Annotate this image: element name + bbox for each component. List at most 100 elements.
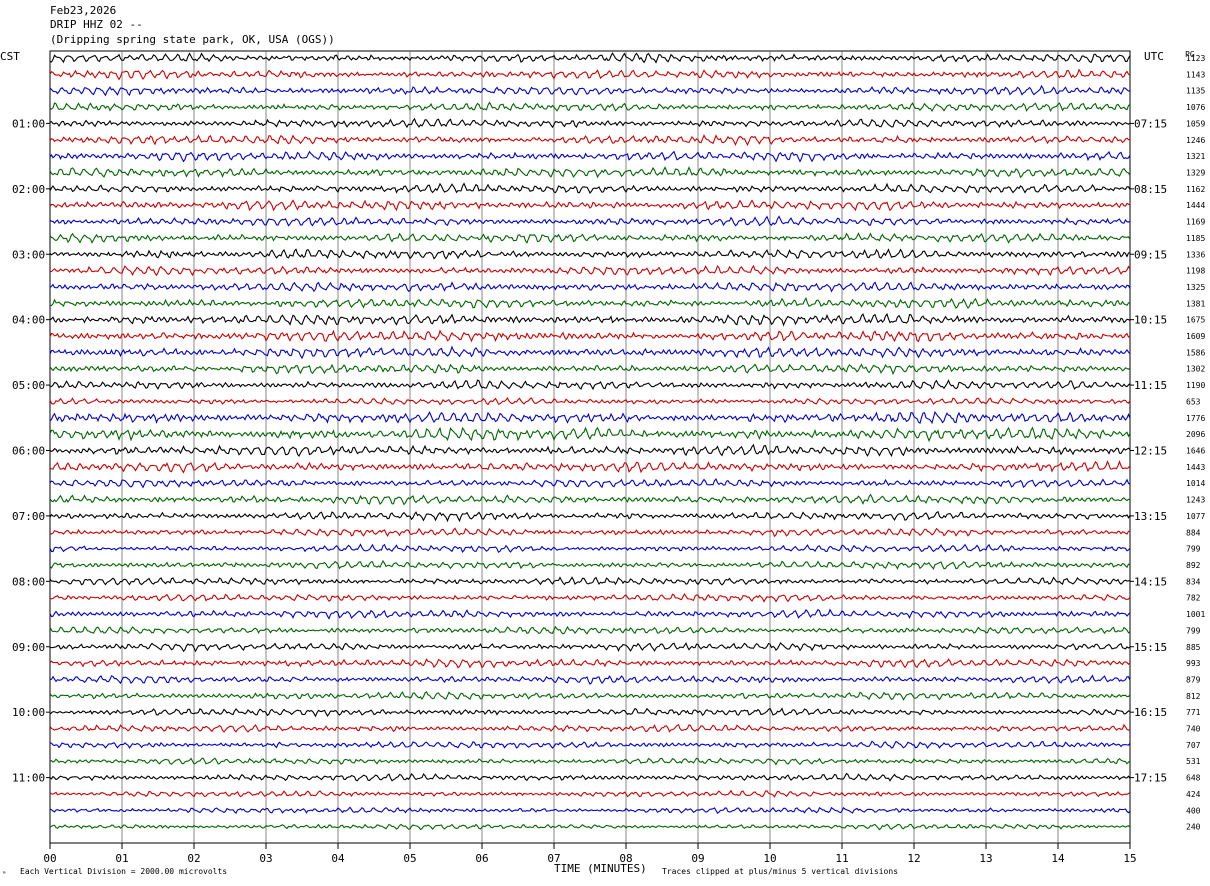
row-value-label: 1302 — [1186, 365, 1205, 374]
row-value-label: 1169 — [1186, 218, 1205, 227]
x-tick-label: 09 — [691, 852, 704, 865]
seismic-trace — [49, 84, 1131, 97]
utc-hour-label: 08:15 — [1134, 183, 1167, 196]
row-value-label: 707 — [1186, 741, 1201, 750]
row-value-label: 1077 — [1186, 512, 1205, 521]
row-value-label: 799 — [1186, 626, 1201, 635]
row-value-label: 1325 — [1186, 283, 1205, 292]
seismic-trace — [49, 608, 1131, 620]
row-value-label: 1609 — [1186, 332, 1205, 341]
seismic-trace — [49, 68, 1131, 81]
row-value-label: 1185 — [1186, 234, 1205, 243]
seismic-trace — [49, 232, 1131, 244]
cst-hour-label: 06:00 — [12, 445, 45, 458]
seismic-trace — [49, 559, 1131, 570]
seismic-trace — [49, 410, 1131, 425]
pg-label: PG — [1185, 50, 1195, 59]
cst-hour-label: 09:00 — [12, 641, 45, 654]
row-value-label: 653 — [1186, 397, 1201, 406]
row-value-label: 1190 — [1186, 381, 1205, 390]
x-tick-label: 06 — [475, 852, 488, 865]
seismic-trace — [49, 363, 1131, 376]
row-value-label: 1329 — [1186, 168, 1205, 177]
corner-mark: ᵐ — [2, 870, 7, 878]
row-value-label: 812 — [1186, 692, 1201, 701]
cst-hour-label: 05:00 — [12, 379, 45, 392]
x-tick-label: 15 — [1123, 852, 1136, 865]
seismic-trace — [49, 806, 1131, 815]
seismic-trace — [49, 397, 1131, 406]
seismic-trace — [49, 477, 1131, 489]
row-value-label: 2096 — [1186, 430, 1205, 439]
seismic-trace — [49, 707, 1131, 718]
row-value-label: 1675 — [1186, 316, 1205, 325]
row-value-label: 531 — [1186, 757, 1201, 766]
seismic-trace — [49, 426, 1131, 443]
utc-hour-label: 09:15 — [1134, 248, 1167, 261]
row-value-label: 240 — [1186, 823, 1201, 832]
x-tick-label: 10 — [763, 852, 776, 865]
x-tick-label: 11 — [835, 852, 848, 865]
seismic-trace — [49, 199, 1131, 212]
x-tick-label: 07 — [547, 852, 560, 865]
seismic-trace — [49, 379, 1131, 391]
row-value-label: 771 — [1186, 708, 1201, 717]
seismic-trace — [49, 641, 1131, 653]
row-value-label: 1123 — [1186, 54, 1205, 63]
seismic-trace — [49, 329, 1131, 343]
row-value-label: 1646 — [1186, 447, 1205, 456]
clip-note: Traces clipped at plus/minus 5 vertical … — [662, 867, 899, 876]
cst-hour-label: 03:00 — [12, 248, 45, 261]
utc-hour-label: 14:15 — [1134, 575, 1167, 588]
row-value-label: 1246 — [1186, 136, 1205, 145]
row-value-label: 1243 — [1186, 496, 1205, 505]
seismic-trace — [49, 150, 1131, 163]
row-value-label: 1076 — [1186, 103, 1205, 112]
left-timezone-label: CST — [0, 50, 20, 63]
seismic-trace — [49, 443, 1131, 458]
seismic-trace — [49, 723, 1131, 733]
row-value-label: 892 — [1186, 561, 1201, 570]
seismic-trace — [49, 248, 1131, 260]
station-location: (Dripping spring state park, OK, USA (OG… — [50, 33, 335, 46]
utc-hour-label: 17:15 — [1134, 772, 1167, 785]
plot-frame — [49, 50, 1131, 844]
utc-hour-label: 10:15 — [1134, 314, 1167, 327]
seismic-trace — [49, 757, 1131, 766]
row-value-label: 1162 — [1186, 185, 1205, 194]
x-tick-label: 14 — [1051, 852, 1065, 865]
seismic-trace — [49, 625, 1131, 635]
x-tick-label: 08 — [619, 852, 632, 865]
row-value-label: 879 — [1186, 675, 1201, 684]
row-value-label: 1143 — [1186, 70, 1205, 79]
x-tick-label: 05 — [403, 852, 416, 865]
row-value-label: 1381 — [1186, 299, 1205, 308]
cst-hour-label: 10:00 — [12, 706, 45, 719]
seismic-trace — [49, 527, 1131, 538]
cst-hour-label: 01:00 — [12, 117, 45, 130]
cst-hour-label: 02:00 — [12, 183, 45, 196]
seismic-trace — [49, 658, 1131, 669]
seismic-trace — [49, 593, 1131, 603]
x-tick-label: 01 — [115, 852, 128, 865]
seismic-trace — [49, 312, 1131, 327]
x-tick-label: 13 — [979, 852, 992, 865]
seismic-trace — [49, 823, 1131, 831]
utc-hour-label: 16:15 — [1134, 706, 1167, 719]
seismic-trace — [49, 166, 1131, 179]
row-value-label: 740 — [1186, 725, 1201, 734]
seismic-trace — [49, 691, 1131, 701]
x-tick-label: 04 — [331, 852, 345, 865]
seismic-trace — [49, 789, 1131, 798]
utc-hour-label: 12:15 — [1134, 445, 1167, 458]
row-value-label: 400 — [1186, 806, 1201, 815]
row-value-label: 424 — [1186, 790, 1201, 799]
row-value-label: 1001 — [1186, 610, 1205, 619]
seismic-trace — [49, 772, 1131, 782]
row-value-label: 799 — [1186, 545, 1201, 554]
row-value-label: 782 — [1186, 594, 1201, 603]
x-tick-label: 03 — [259, 852, 272, 865]
seismic-trace — [49, 576, 1131, 586]
row-value-label: 993 — [1186, 659, 1201, 668]
